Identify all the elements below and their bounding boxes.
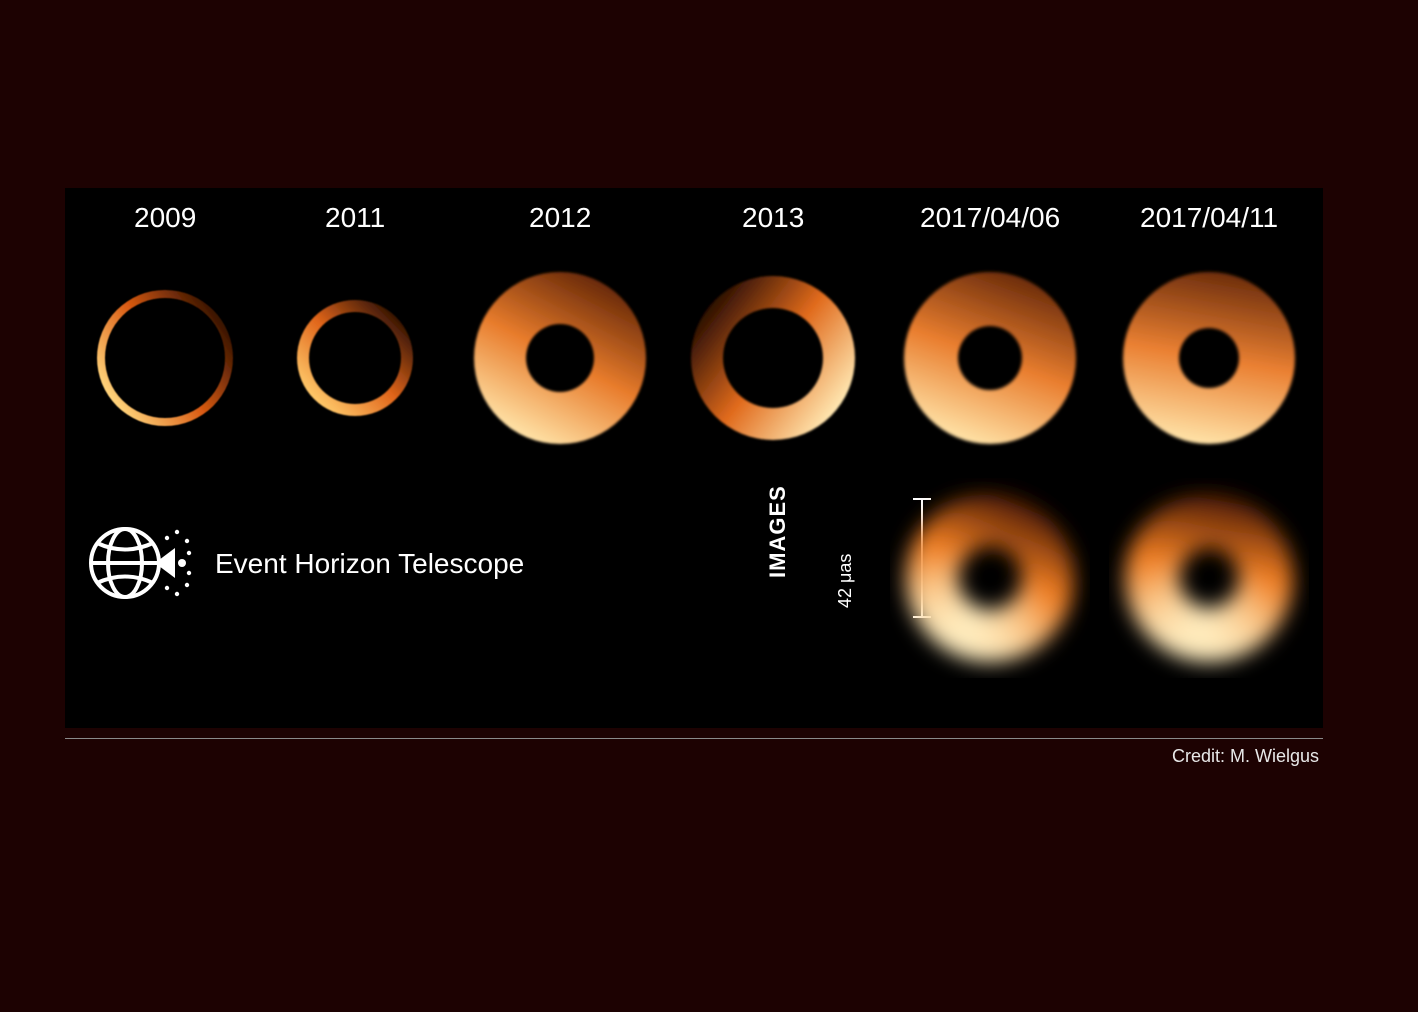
year-label: 2009 (134, 202, 196, 234)
year-label: 2017/04/06 (920, 202, 1060, 234)
ring-model (673, 258, 873, 458)
year-label: 2013 (742, 202, 804, 234)
divider-rule (65, 738, 1323, 739)
year-label: 2011 (325, 202, 385, 234)
year-label: 2017/04/11 (1140, 202, 1278, 234)
figure-stage: 2009 2011 2012 2013 2017/04/06 2017/04/11 (59, 60, 1359, 952)
photo-image-row (65, 478, 1323, 678)
year-label: 2012 (529, 202, 591, 234)
year-label-row: 2009 2011 2012 2013 2017/04/06 2017/04/11 (65, 202, 1323, 242)
credit-text: Credit: M. Wielgus (1172, 746, 1319, 767)
ring-model (1109, 258, 1309, 458)
ring-model (460, 258, 660, 458)
ring-model-row (65, 258, 1323, 458)
ring-model (255, 258, 455, 458)
eht-image (890, 478, 1090, 678)
ring-model (890, 258, 1090, 458)
figure-panel: 2009 2011 2012 2013 2017/04/06 2017/04/11 (65, 188, 1323, 728)
ring-model (65, 258, 265, 458)
eht-image (1109, 478, 1309, 678)
